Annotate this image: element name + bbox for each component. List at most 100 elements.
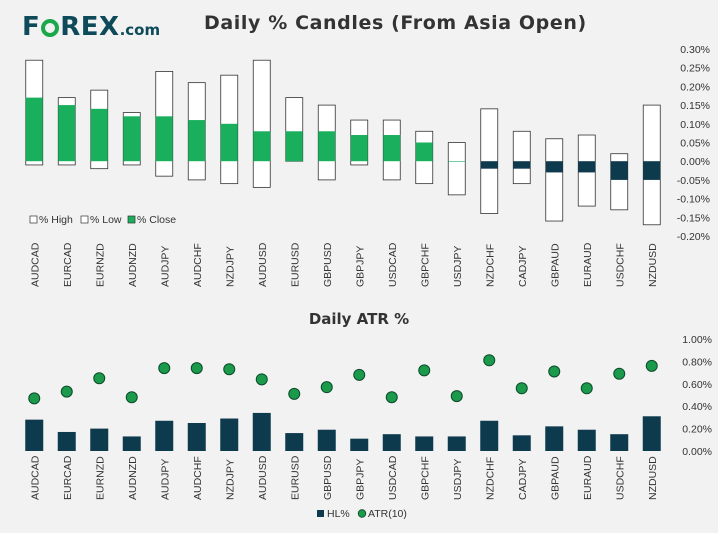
candle-legend-swatch xyxy=(80,215,89,224)
atr-category-label: USDCHF xyxy=(614,456,626,500)
atr-category-label: GBPJPY xyxy=(354,459,366,500)
atr-category-label: NZDUSD xyxy=(647,456,659,500)
candle-close-bar xyxy=(123,116,141,162)
candle-category-label: AUDCHF xyxy=(192,243,204,287)
candle-close-bar xyxy=(220,123,238,162)
candle-close-bar xyxy=(480,161,498,169)
atr-point xyxy=(645,359,658,372)
candle-close-bar xyxy=(643,161,661,180)
atr-category-label: EURUSD xyxy=(289,455,301,500)
candle-legend-label: % Close xyxy=(137,214,176,226)
atr-category-label: GBPUSD xyxy=(322,455,334,500)
candle-category-label: GBPUSD xyxy=(322,242,334,287)
atr-hl-bar xyxy=(187,423,206,451)
candle-category-label: EURAUD xyxy=(582,242,594,287)
candle-ytick-label: -0.20% xyxy=(677,231,710,243)
candle-category-label: NZDCHF xyxy=(484,244,496,287)
atr-point xyxy=(450,390,463,403)
atr-ytick-label: 0.60% xyxy=(682,379,712,391)
atr-hl-bar xyxy=(252,412,271,451)
atr-point xyxy=(255,373,268,386)
candle-ytick-label: 0.15% xyxy=(680,100,710,112)
atr-point xyxy=(288,387,301,400)
forex-logo: F REX.com xyxy=(22,12,160,42)
candle-category-label: EURCAD xyxy=(62,242,74,287)
candle-category-label: AUDCAD xyxy=(29,242,41,287)
candle-category-label: USDCHF xyxy=(614,243,626,287)
atr-ytick-label: 0.80% xyxy=(682,356,712,368)
candle-close-bar xyxy=(448,161,466,162)
candle-ytick-label: 0.00% xyxy=(680,156,710,168)
atr-category-label: EURNZD xyxy=(94,456,106,500)
atr-hl-bar xyxy=(350,438,369,451)
candle-legend-swatch xyxy=(127,215,136,224)
atr-point xyxy=(190,362,203,375)
candle-close-bar xyxy=(188,120,206,162)
atr-hl-bar xyxy=(285,433,304,451)
atr-chart-title: Daily ATR % xyxy=(308,310,410,328)
atr-hl-bar xyxy=(610,434,629,451)
atr-hl-bar xyxy=(577,429,596,451)
atr-category-label: AUDNZD xyxy=(127,456,139,500)
candle-close-bar xyxy=(90,108,108,162)
candle-category-label: EURNZD xyxy=(94,243,106,287)
candle-ytick-label: -0.05% xyxy=(677,175,710,187)
atr-point xyxy=(320,381,333,394)
candle-category-label: GBPJPY xyxy=(354,246,366,287)
candle-category-label: NZDJPY xyxy=(224,246,236,287)
atr-category-label: GBPCHF xyxy=(419,456,431,500)
candle-close-bar xyxy=(25,97,43,162)
candle-ytick-label: 0.30% xyxy=(680,44,710,56)
candle-category-label: AUDNZD xyxy=(127,243,139,287)
candle-close-bar xyxy=(610,161,628,180)
candle-legend-swatch xyxy=(29,215,38,224)
candle-range-bar xyxy=(512,130,531,185)
atr-category-label: AUDUSD xyxy=(257,455,269,500)
atr-point xyxy=(580,382,593,395)
atr-point xyxy=(125,391,138,404)
atr-category-label: USDJPY xyxy=(452,459,464,500)
atr-hl-bar xyxy=(25,419,44,451)
atr-point xyxy=(60,385,73,398)
candle-range-bar xyxy=(545,138,564,222)
candle-close-bar xyxy=(415,142,433,162)
logo-letters-rex: REX xyxy=(60,12,120,42)
atr-point xyxy=(548,365,561,378)
atr-point xyxy=(353,368,366,381)
atr-legend-label-hl: HL% xyxy=(327,508,350,520)
candle-category-label: GBPCHF xyxy=(419,243,431,287)
atr-category-label: USDCAD xyxy=(387,455,399,500)
atr-point xyxy=(515,382,528,395)
atr-category-label: CADJPY xyxy=(517,459,529,500)
candle-ytick-label: 0.25% xyxy=(680,63,710,75)
candle-category-label: USDCAD xyxy=(387,242,399,287)
candle-ytick-label: -0.15% xyxy=(677,212,710,224)
candle-close-bar xyxy=(350,135,368,162)
candle-category-label: CADJPY xyxy=(517,246,529,287)
candle-category-label: USDJPY xyxy=(452,246,464,287)
atr-ytick-label: 1.00% xyxy=(682,334,712,346)
atr-hl-bar xyxy=(447,436,466,451)
candle-close-bar xyxy=(545,161,563,173)
logo-domain: .com xyxy=(119,21,161,39)
atr-point xyxy=(385,391,398,404)
atr-hl-bar xyxy=(415,436,434,451)
candle-close-bar xyxy=(513,161,531,169)
candle-close-bar xyxy=(285,131,303,162)
atr-hl-bar xyxy=(122,436,141,451)
atr-hl-bar xyxy=(155,420,174,451)
atr-legend-swatch-atr xyxy=(357,509,367,518)
candle-close-bar xyxy=(578,161,596,173)
atr-point xyxy=(223,363,236,376)
candles-chart-title: Daily % Candles (From Asia Open) xyxy=(204,12,587,34)
atr-category-label: AUDCAD xyxy=(29,455,41,500)
atr-point xyxy=(418,364,431,377)
candle-ytick-label: 0.10% xyxy=(680,119,710,131)
candle-legend-label: % High xyxy=(39,214,73,226)
logo-o-ring xyxy=(41,19,60,37)
atr-legend-swatch-hl xyxy=(317,510,324,517)
candle-close-bar xyxy=(318,131,336,162)
atr-category-label: AUDJPY xyxy=(159,459,171,500)
candle-legend-label: % Low xyxy=(90,214,122,226)
